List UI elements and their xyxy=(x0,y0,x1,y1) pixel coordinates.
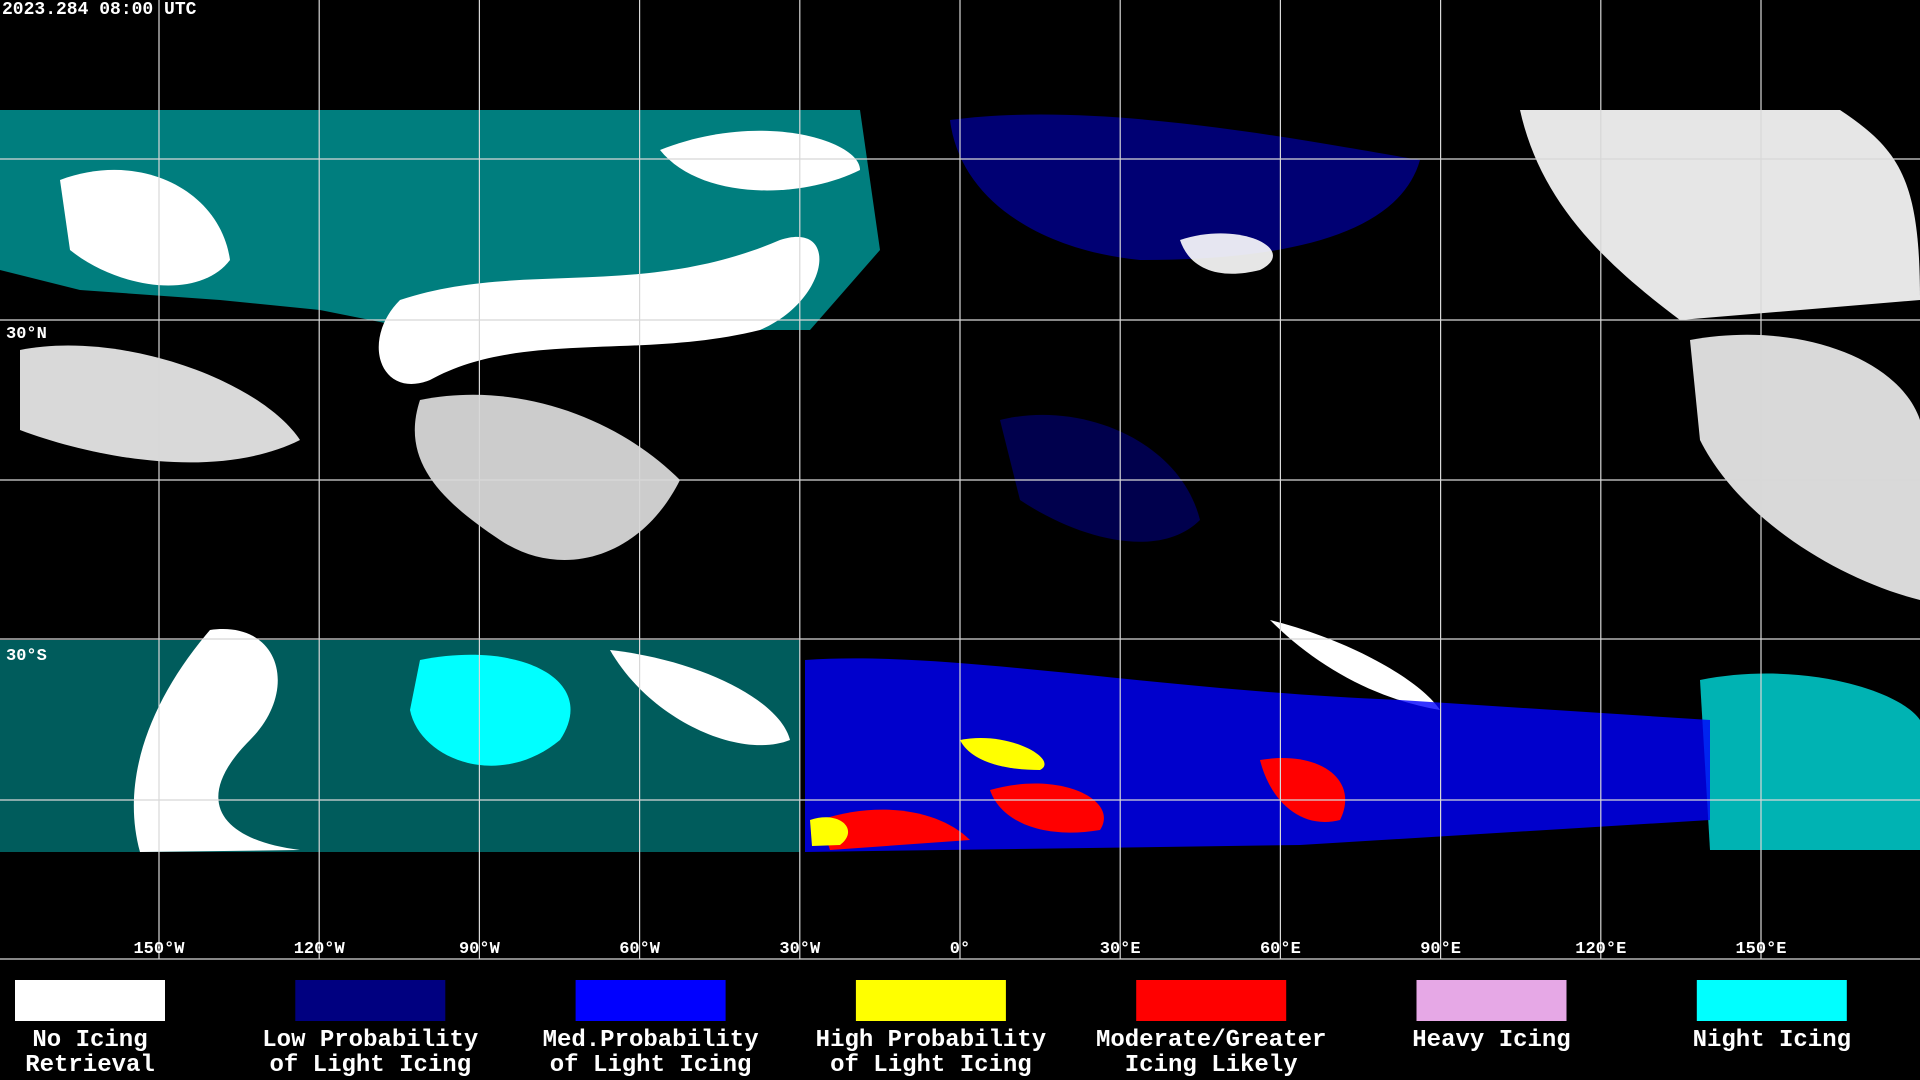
med-probability-area xyxy=(950,114,1420,260)
no-icing-area xyxy=(60,169,230,286)
legend-swatch xyxy=(1696,980,1847,1021)
lon-label: 120°W xyxy=(294,940,346,959)
no-icing-area xyxy=(610,650,790,746)
lon-label: 30°E xyxy=(1100,940,1141,959)
legend-swatch xyxy=(15,980,165,1021)
legend-label: Night Icing xyxy=(1693,1027,1851,1054)
legend-swatch xyxy=(1416,980,1567,1021)
moderate-icing-area xyxy=(820,809,970,850)
legend-label: Moderate/Greater xyxy=(1096,1027,1326,1054)
legend-label: Retrieval xyxy=(25,1052,155,1079)
legend-label: High Probability xyxy=(816,1027,1046,1054)
no-icing-area xyxy=(1690,334,1920,600)
legend-swatch xyxy=(295,980,446,1021)
lon-label: 30°W xyxy=(779,940,821,959)
no-icing-area xyxy=(414,394,680,560)
legend-label: Low Probability xyxy=(262,1027,478,1054)
high-probability-area xyxy=(960,737,1045,770)
legend-swatch xyxy=(855,980,1006,1021)
legend-label: Med.Probability xyxy=(543,1027,759,1054)
legend-label: No Icing xyxy=(32,1027,147,1054)
lon-label: 120°E xyxy=(1575,940,1626,959)
moderate-icing-area xyxy=(1260,758,1346,822)
no-icing-area xyxy=(133,629,300,852)
lon-label: 150°W xyxy=(133,940,185,959)
legend-label: of Light Icing xyxy=(269,1052,471,1079)
lat-label: 30°S xyxy=(6,647,47,666)
night-icing-area xyxy=(1700,673,1920,850)
legend-swatch xyxy=(1136,980,1287,1021)
timestamp: 2023.284 08:00 UTC xyxy=(2,0,197,20)
night-icing-area xyxy=(410,654,571,766)
legend-swatch xyxy=(575,980,726,1021)
high-probability-area xyxy=(810,817,849,846)
legend-label: of Light Icing xyxy=(830,1052,1032,1079)
lon-label: 90°W xyxy=(459,940,501,959)
no-icing-area xyxy=(1520,110,1920,320)
legend-label: of Light Icing xyxy=(550,1052,752,1079)
no-icing-area xyxy=(1270,620,1440,710)
lon-label: 60°W xyxy=(619,940,661,959)
lon-label: 90°E xyxy=(1420,940,1461,959)
moderate-icing-area xyxy=(990,783,1104,833)
lon-label: 60°E xyxy=(1260,940,1301,959)
lon-label: 150°E xyxy=(1735,940,1786,959)
legend-label: Heavy Icing xyxy=(1412,1027,1570,1054)
no-icing-area xyxy=(660,130,860,191)
no-icing-area xyxy=(1180,233,1273,274)
lat-label: 30°N xyxy=(6,325,47,344)
lon-label: 0° xyxy=(950,940,970,959)
no-icing-area xyxy=(20,345,300,463)
low-probability-area xyxy=(1000,414,1200,542)
legend-label: Icing Likely xyxy=(1125,1052,1298,1079)
graticule xyxy=(0,0,1920,960)
no-icing-area xyxy=(378,236,820,384)
cloud-field xyxy=(0,110,1920,852)
